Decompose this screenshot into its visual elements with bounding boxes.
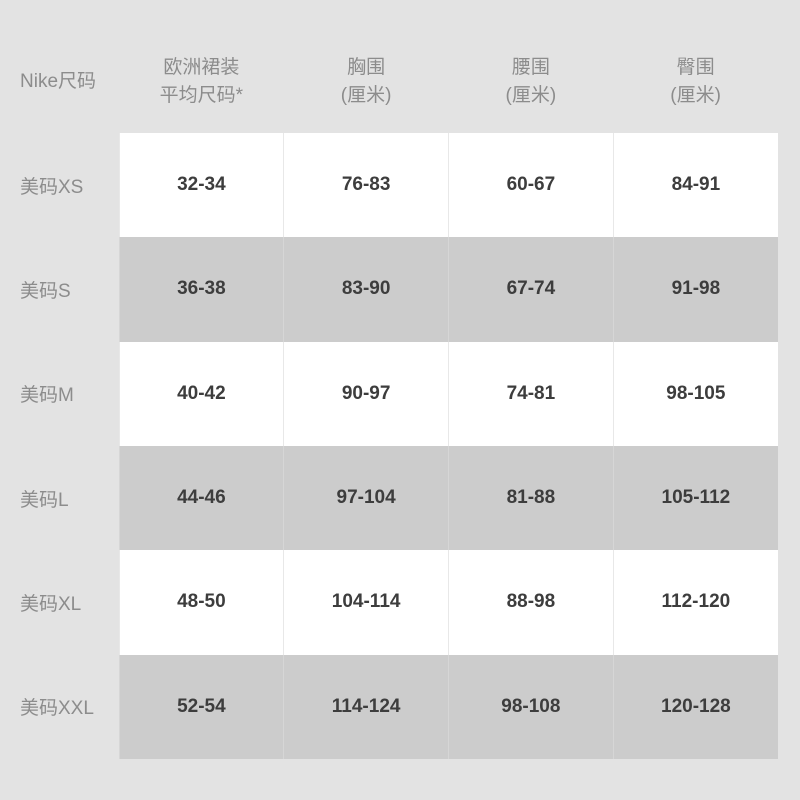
table-body: 美码XS 32-34 76-83 60-67 84-91 美码S 36-38 8… xyxy=(0,133,778,759)
cell-m-eu-dress-size: 40-42 xyxy=(118,341,284,446)
column-header-eu-dress-size: 欧洲裙装 平均尺码* xyxy=(119,30,284,133)
table-row: 美码M 40-42 90-97 74-81 98-105 xyxy=(0,341,778,446)
cell-xl-bust: 104-114 xyxy=(283,550,449,655)
table-row: 美码S 36-38 83-90 67-74 91-98 xyxy=(0,237,778,342)
table-row: 美码XS 32-34 76-83 60-67 84-91 xyxy=(0,133,778,238)
column-header-waist: 腰围 (厘米) xyxy=(448,30,614,133)
row-label-xl: 美码XL xyxy=(0,550,119,655)
cell-xs-eu-dress-size: 32-34 xyxy=(118,133,284,238)
cell-m-bust: 90-97 xyxy=(283,341,449,446)
column-header-hip: 臀围 (厘米) xyxy=(613,30,778,133)
cell-m-hip: 98-105 xyxy=(612,341,778,446)
column-header-bust: 胸围 (厘米) xyxy=(283,30,449,133)
cell-xxl-waist: 98-108 xyxy=(448,654,614,759)
row-label-l: 美码L xyxy=(0,445,119,551)
cell-l-bust: 97-104 xyxy=(283,445,449,551)
cell-xl-eu-dress-size: 48-50 xyxy=(118,550,284,655)
cell-xxl-hip: 120-128 xyxy=(612,654,778,759)
cell-l-eu-dress-size: 44-46 xyxy=(118,445,284,551)
table-row: 美码XL 48-50 104-114 88-98 112-120 xyxy=(0,550,778,655)
cell-s-bust: 83-90 xyxy=(283,237,449,342)
cell-m-waist: 74-81 xyxy=(448,341,614,446)
cell-xl-hip: 112-120 xyxy=(612,550,778,655)
cell-l-hip: 105-112 xyxy=(612,445,778,551)
cell-xxl-bust: 114-124 xyxy=(283,654,449,759)
cell-s-hip: 91-98 xyxy=(612,237,778,342)
cell-xs-waist: 60-67 xyxy=(448,133,614,238)
row-label-s: 美码S xyxy=(0,237,119,342)
row-label-xxl: 美码XXL xyxy=(0,654,119,759)
cell-xl-waist: 88-98 xyxy=(448,550,614,655)
row-label-xs: 美码XS xyxy=(0,133,119,238)
table-row: 美码L 44-46 97-104 81-88 105-112 xyxy=(0,445,778,551)
cell-xs-bust: 76-83 xyxy=(283,133,449,238)
cell-xxl-eu-dress-size: 52-54 xyxy=(118,654,284,759)
cell-s-eu-dress-size: 36-38 xyxy=(118,237,284,342)
row-label-m: 美码M xyxy=(0,341,119,446)
header-row: Nike尺码 欧洲裙装 平均尺码* 胸围 (厘米) 腰围 (厘米) 臀围 (厘米… xyxy=(0,30,778,133)
cell-l-waist: 81-88 xyxy=(448,445,614,551)
table-row: 美码XXL 52-54 114-124 98-108 120-128 xyxy=(0,654,778,759)
column-header-nike-size: Nike尺码 xyxy=(0,30,119,133)
table-header: Nike尺码 欧洲裙装 平均尺码* 胸围 (厘米) 腰围 (厘米) 臀围 (厘米… xyxy=(0,30,778,133)
cell-xs-hip: 84-91 xyxy=(612,133,778,238)
size-chart-table: Nike尺码 欧洲裙装 平均尺码* 胸围 (厘米) 腰围 (厘米) 臀围 (厘米… xyxy=(0,30,778,759)
cell-s-waist: 67-74 xyxy=(448,237,614,342)
